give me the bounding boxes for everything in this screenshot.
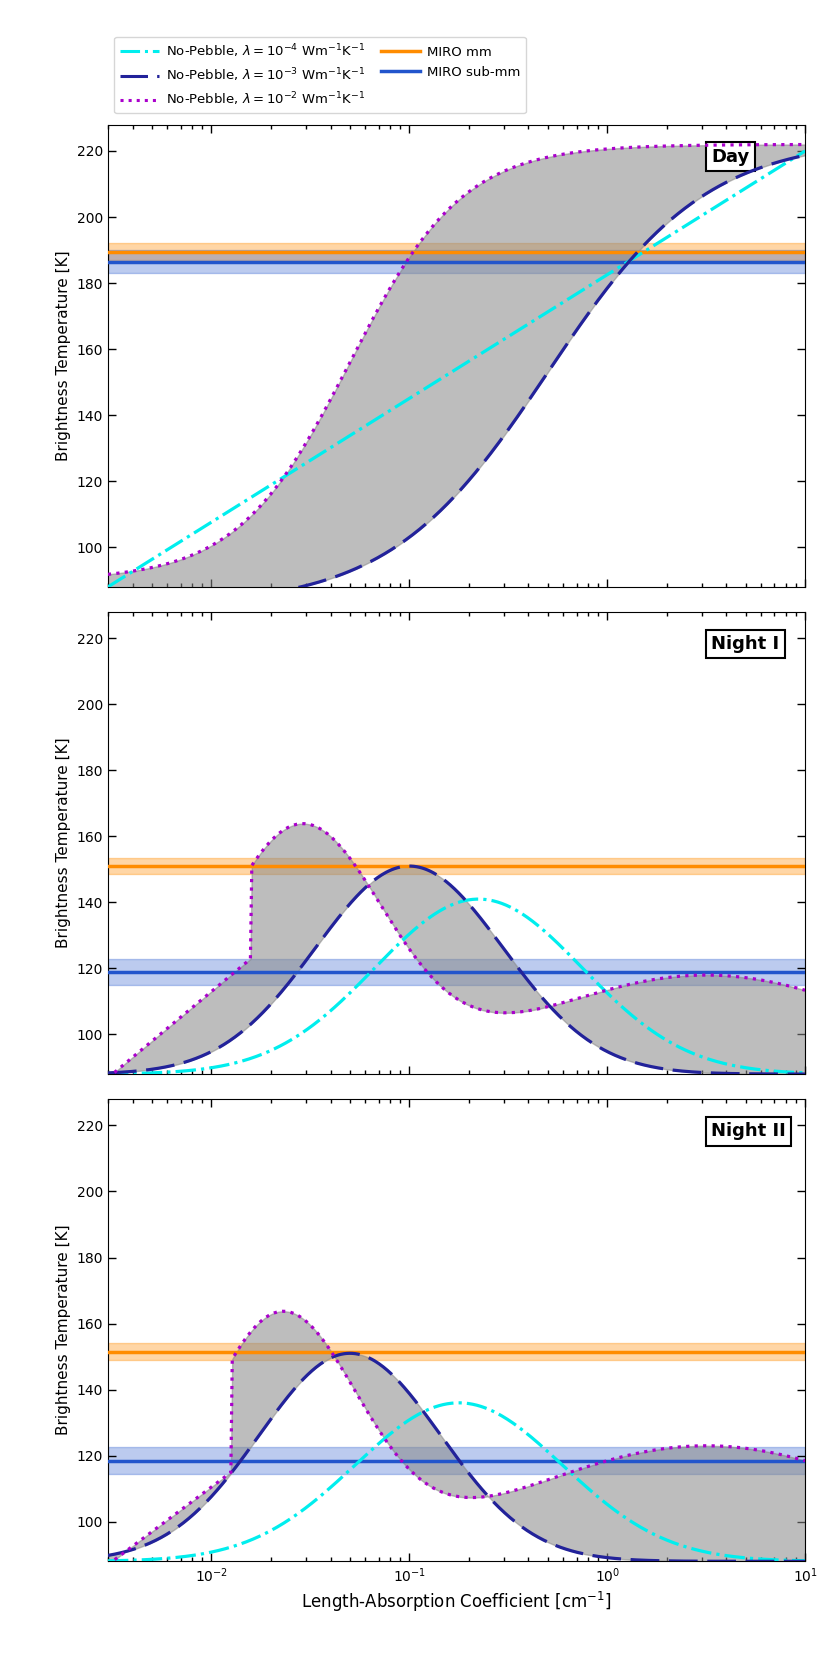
Bar — [108, 244, 805, 261]
Bar — [108, 251, 805, 272]
Y-axis label: Brightness Temperature [K]: Brightness Temperature [K] — [56, 251, 71, 462]
Text: Night I: Night I — [711, 635, 779, 653]
Bar — [108, 1344, 805, 1360]
Y-axis label: Brightness Temperature [K]: Brightness Temperature [K] — [56, 737, 71, 948]
Bar — [108, 857, 805, 874]
Legend: No-Pebble, $\lambda = 10^{-4}$ Wm$^{-1}$K$^{-1}$, No-Pebble, $\lambda = 10^{-3}$: No-Pebble, $\lambda = 10^{-4}$ Wm$^{-1}$… — [115, 37, 525, 113]
Bar — [108, 958, 805, 985]
Text: Day: Day — [711, 148, 749, 166]
X-axis label: Length-Absorption Coefficient [cm$^{-1}$]: Length-Absorption Coefficient [cm$^{-1}$… — [301, 1590, 612, 1614]
Text: Night II: Night II — [711, 1123, 786, 1139]
Bar — [108, 1447, 805, 1473]
Y-axis label: Brightness Temperature [K]: Brightness Temperature [K] — [56, 1224, 71, 1435]
